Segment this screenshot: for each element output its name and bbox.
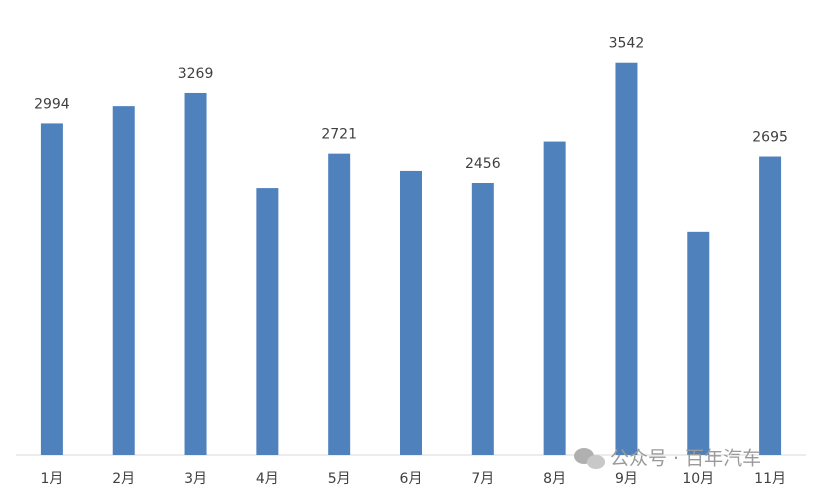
bar — [184, 92, 207, 455]
data-label: 2721 — [321, 127, 357, 143]
x-tick-label: 10月 — [682, 471, 714, 487]
bar — [687, 231, 710, 455]
bar — [471, 182, 494, 456]
x-tick-label: 2月 — [112, 471, 135, 487]
x-tick-label: 3月 — [184, 471, 207, 487]
x-tick-label: 7月 — [471, 471, 494, 487]
x-tick-label: 11月 — [754, 471, 786, 487]
x-tick-label: 8月 — [543, 471, 566, 487]
bar — [400, 170, 422, 455]
data-label: 3269 — [178, 66, 214, 82]
x-tick-label: 9月 — [615, 471, 638, 487]
data-label: 3542 — [609, 36, 645, 52]
watermark: 公众号 · 百年汽车 — [610, 448, 761, 470]
data-label: 2456 — [465, 156, 501, 172]
bar — [328, 153, 351, 456]
bar — [256, 188, 279, 455]
bar — [40, 123, 63, 456]
bar — [543, 141, 566, 455]
bar — [615, 62, 638, 455]
x-tick-label: 5月 — [328, 471, 351, 487]
bar — [112, 106, 135, 455]
data-label: 2994 — [34, 96, 70, 112]
x-tick-label: 1月 — [40, 471, 63, 487]
x-tick-label: 6月 — [400, 471, 423, 487]
x-tick-label: 4月 — [256, 471, 279, 487]
watermark-icon — [574, 448, 605, 469]
data-label: 2695 — [752, 130, 788, 146]
bar — [759, 156, 782, 455]
